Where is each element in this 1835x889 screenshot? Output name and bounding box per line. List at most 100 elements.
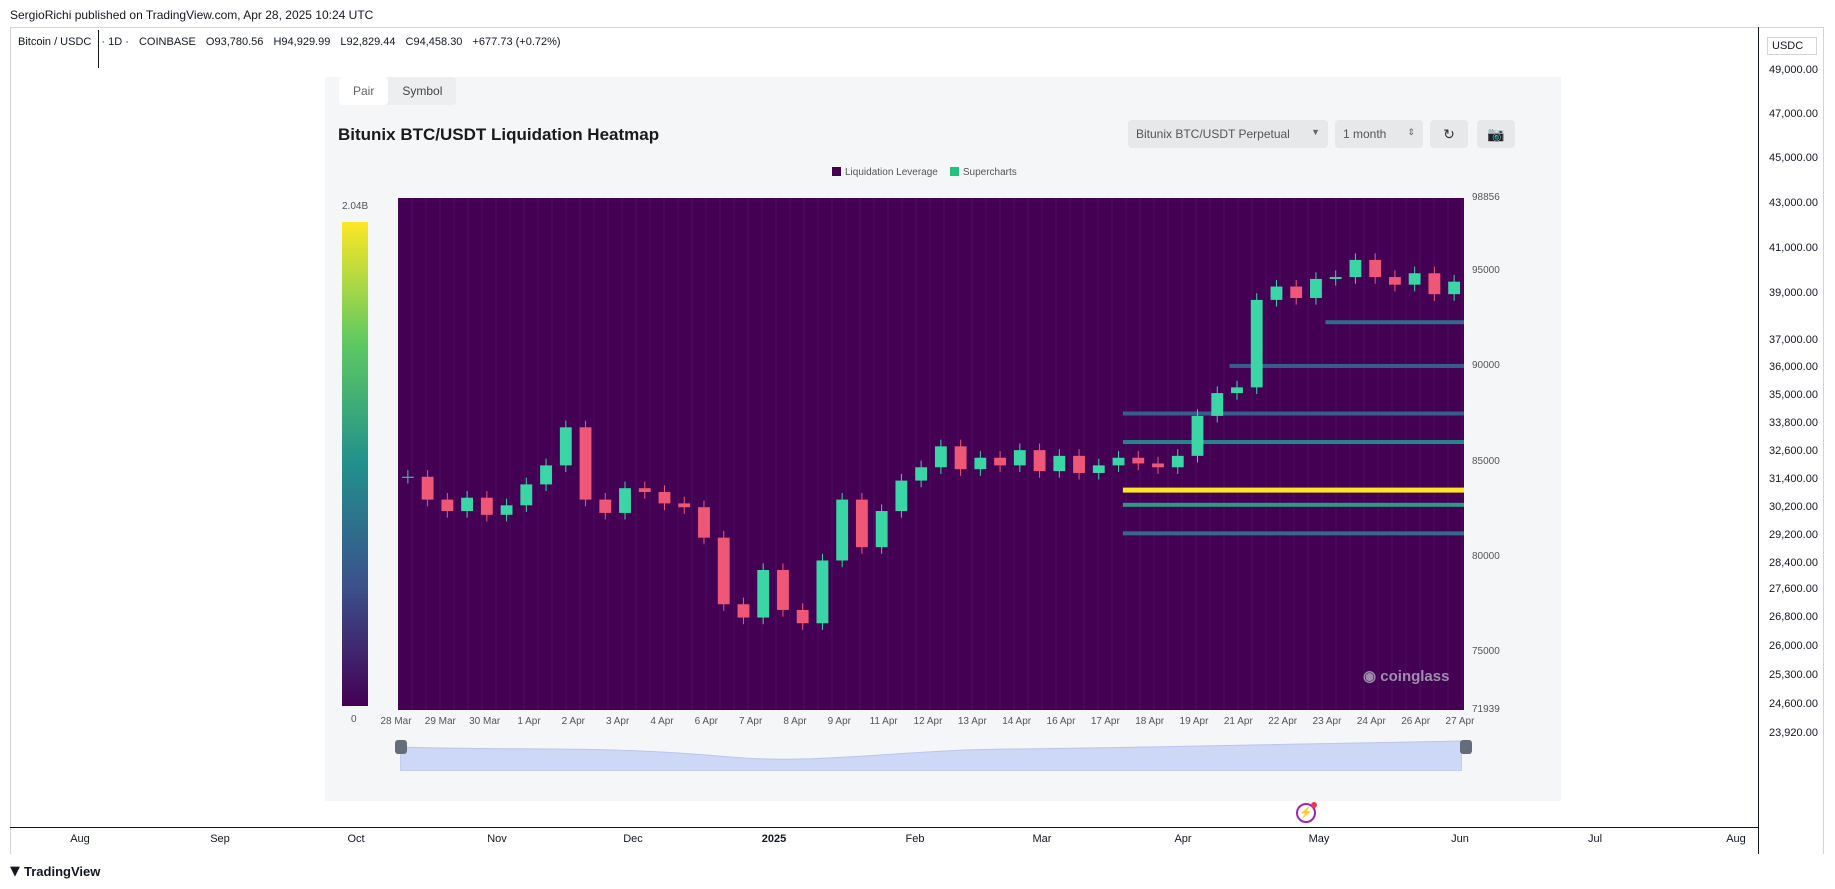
price-tick: 41,000.00 — [1769, 242, 1818, 254]
candle-body — [619, 488, 631, 513]
candle-body — [816, 560, 829, 624]
candle-body — [1349, 259, 1362, 278]
candle-body — [441, 499, 454, 512]
price-tick: 36,000.00 — [1769, 361, 1818, 373]
series-legend: Liquidation Leverage Supercharts — [832, 167, 1017, 178]
time-tick: Feb — [905, 833, 925, 845]
candle-body — [1132, 457, 1145, 464]
candle-body — [1388, 277, 1401, 285]
candle-body — [1448, 281, 1461, 295]
notification-dot — [1311, 802, 1317, 808]
screenshot-button[interactable]: 📷 — [1477, 120, 1515, 148]
price-tick: 43,000.00 — [1769, 197, 1818, 209]
price-tick: 33,800.00 — [1769, 417, 1818, 429]
candle-body — [717, 537, 730, 605]
candle-body — [1033, 450, 1046, 472]
candle-body — [757, 569, 770, 618]
price-tick: 23,920.00 — [1769, 727, 1818, 739]
legend-item-liquidation[interactable]: Liquidation Leverage — [832, 167, 938, 178]
candle-body — [1270, 286, 1283, 300]
candle-body — [836, 499, 849, 561]
lightning-icon[interactable]: ⚡ — [1296, 802, 1317, 823]
liquidation-band — [1122, 440, 1464, 445]
navigator-left-handle[interactable] — [395, 740, 407, 754]
y-tick-label: 80000 — [1472, 550, 1500, 562]
candle-body — [698, 507, 710, 538]
time-tick: Oct — [347, 833, 365, 845]
y-tick-label: 85000 — [1472, 455, 1500, 467]
tradingview-logo-icon: ▼ — [10, 864, 20, 879]
colorbar — [342, 222, 368, 706]
zoom-navigator[interactable] — [400, 737, 1462, 771]
y-tick-label: 98856 — [1472, 192, 1500, 203]
candle-body — [1369, 259, 1382, 278]
candle-body — [1408, 273, 1421, 285]
camera-icon: 📷 — [1487, 126, 1505, 142]
watermark-text: coinglass — [1380, 668, 1450, 685]
heatmap-plot[interactable] — [398, 198, 1464, 710]
colorbar-max: 2.04B — [342, 201, 369, 212]
candle-body — [796, 609, 809, 624]
candle-body — [500, 505, 513, 515]
candle-body — [1428, 273, 1441, 295]
price-tick: 29,200.00 — [1769, 529, 1818, 541]
tradingview-logo-text: TradingView — [24, 864, 101, 879]
tab-pair[interactable]: Pair — [339, 77, 389, 105]
x-tick-label: 13 Apr — [957, 716, 987, 727]
heatmap-panel: Pair Symbol Bitunix BTC/USDT Liquidation… — [325, 77, 1561, 801]
symbol-pair[interactable]: Bitcoin / USDC — [18, 36, 92, 48]
candle-body — [855, 499, 868, 548]
price-tick: 39,000.00 — [1769, 287, 1818, 299]
time-tick: Jul — [1587, 833, 1603, 845]
candle-body — [559, 427, 572, 466]
range-select-value: 1 month — [1343, 127, 1387, 141]
tab-symbol[interactable]: Symbol — [402, 84, 443, 98]
candle-body — [1231, 387, 1243, 394]
price-tick: 49,000.00 — [1769, 64, 1818, 76]
y-tick-label: 95000 — [1472, 265, 1500, 277]
candle-body — [1112, 457, 1125, 466]
candle-body — [1171, 455, 1184, 468]
candle-body — [678, 503, 691, 508]
candle-body — [1013, 450, 1026, 466]
tradingview-logo[interactable]: ▼ TradingView — [10, 864, 100, 879]
candle-body — [401, 476, 414, 478]
x-tick-label: 21 Apr — [1223, 716, 1253, 727]
x-tick-label: 27 Apr — [1445, 716, 1475, 727]
candle-body — [895, 480, 908, 512]
x-tick-label: 17 Apr — [1090, 716, 1120, 727]
price-tick: 37,000.00 — [1769, 334, 1818, 346]
x-tick-label: 29 Mar — [424, 716, 456, 727]
colorbar-min: 0 — [351, 714, 357, 725]
x-tick-label: 30 Mar — [469, 716, 501, 727]
liquidation-band — [1122, 531, 1464, 536]
symbol-interval: · 1D · — [101, 36, 129, 48]
candle-body — [461, 497, 474, 512]
time-tick: Nov — [487, 833, 507, 845]
heatmap-background — [398, 198, 1464, 710]
x-tick-label: 22 Apr — [1268, 716, 1298, 727]
price-scale-unit[interactable]: USDC — [1767, 37, 1817, 55]
pair-select[interactable]: Bitunix BTC/USDT Perpetual ▼ — [1128, 120, 1328, 148]
candle-body — [954, 446, 967, 470]
price-tick: 31,400.00 — [1769, 473, 1818, 485]
candle-body — [1211, 393, 1224, 416]
price-scale[interactable]: USDC 49,000.00 47,000.00 45,000.00 43,000.0… — [1758, 27, 1824, 854]
candle-body — [974, 457, 987, 470]
time-tick: 2025 — [761, 833, 787, 845]
x-tick-label: 19 Apr — [1179, 716, 1209, 727]
legend-label: Liquidation Leverage — [845, 167, 938, 178]
x-tick-label: 28 Mar — [380, 716, 412, 727]
x-tick-label: 1 Apr — [517, 716, 541, 727]
liquidation-band — [1122, 502, 1464, 507]
candle-body — [638, 488, 651, 492]
price-tick: 26,800.00 — [1769, 611, 1818, 623]
refresh-button[interactable]: ↻ — [1430, 120, 1468, 148]
candle-body — [520, 484, 533, 506]
time-tick: Mar — [1032, 833, 1052, 845]
x-tick-label: 23 Apr — [1312, 716, 1342, 727]
candle-body — [777, 569, 789, 610]
legend-item-supercharts[interactable]: Supercharts — [949, 167, 1017, 178]
range-select[interactable]: 1 month ⇕ — [1335, 120, 1423, 148]
navigator-right-handle[interactable] — [1460, 740, 1472, 754]
